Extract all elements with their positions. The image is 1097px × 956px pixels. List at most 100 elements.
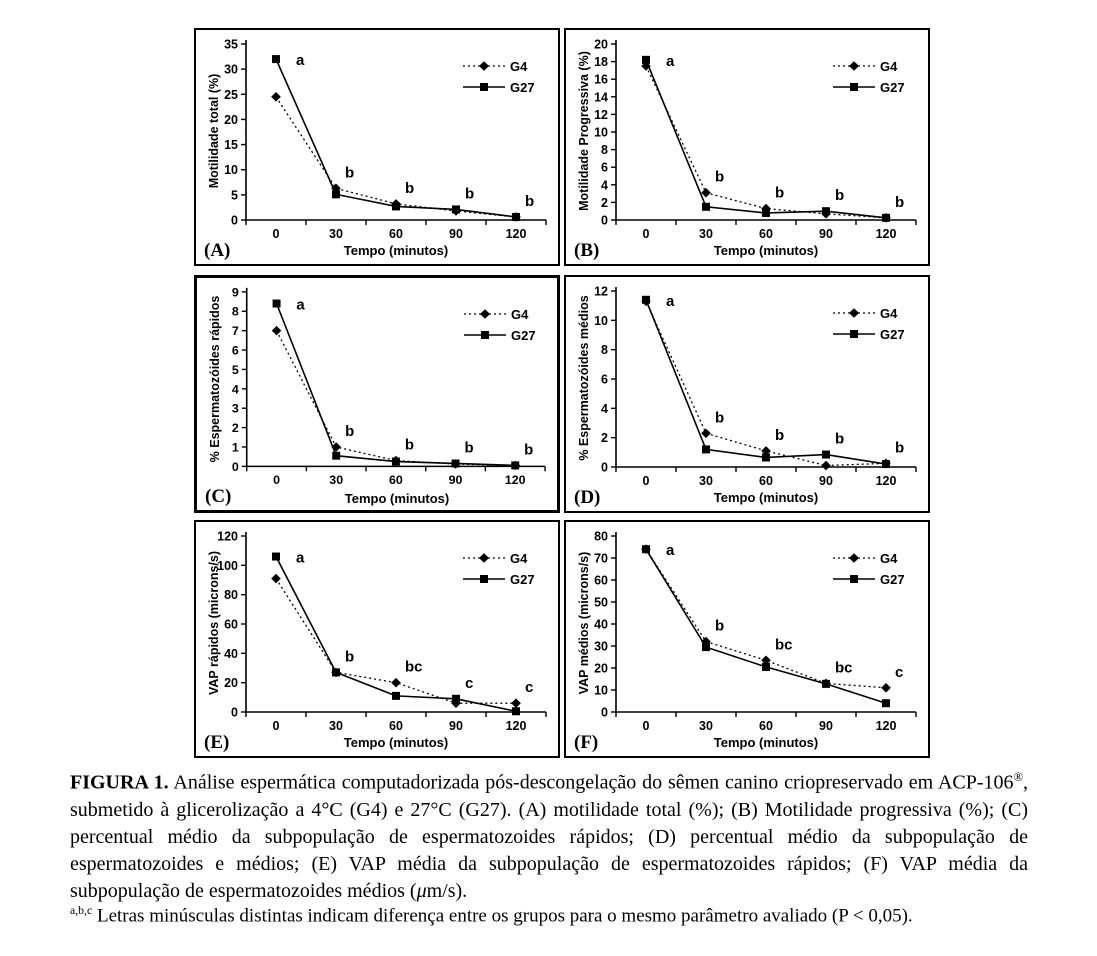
svg-text:120: 120	[505, 473, 526, 487]
legend: G4 G27	[832, 59, 905, 101]
legend-label: G4	[880, 305, 898, 321]
x-axis-label: Tempo (minutos)	[713, 243, 819, 258]
svg-text:10: 10	[224, 163, 238, 177]
dotted-diamond-key-icon	[463, 553, 505, 563]
dotted-diamond-key-icon	[833, 308, 875, 318]
legend-item-g4: G4	[832, 58, 905, 74]
svg-text:0: 0	[231, 214, 238, 228]
solid-square-key-icon	[463, 83, 505, 91]
panel-letter: (D)	[574, 487, 601, 508]
x-axis-label: Tempo (minutos)	[713, 490, 819, 505]
svg-text:c: c	[465, 675, 473, 692]
svg-text:60: 60	[594, 574, 608, 588]
panel-letter: (B)	[574, 240, 600, 261]
svg-text:35: 35	[224, 38, 238, 52]
caption-text-3: m/s).	[426, 879, 468, 902]
svg-text:90: 90	[449, 227, 463, 241]
svg-text:30: 30	[329, 719, 343, 733]
svg-text:60: 60	[389, 473, 403, 487]
svg-text:b: b	[775, 185, 784, 202]
legend-label: G27	[880, 326, 905, 342]
chart-panel-a: 0 5 10 15 20 25 30 35 0 30 60 90 120 a b b b b Motilidade…	[194, 28, 560, 266]
legend-label: G4	[880, 58, 898, 74]
svg-text:b: b	[465, 441, 474, 457]
legend-label: G4	[510, 550, 528, 566]
svg-text:120: 120	[876, 474, 897, 488]
panel-letter: (F)	[574, 732, 599, 753]
svg-text:0: 0	[643, 474, 650, 488]
svg-text:9: 9	[232, 285, 239, 299]
svg-text:90: 90	[819, 474, 833, 488]
panel-letter: (E)	[204, 732, 230, 753]
svg-text:10: 10	[594, 684, 608, 698]
solid-square-key-icon	[833, 575, 875, 583]
svg-text:b: b	[345, 424, 354, 440]
svg-text:12: 12	[594, 108, 608, 122]
legend-label: G27	[510, 79, 535, 95]
svg-text:4: 4	[601, 178, 608, 192]
svg-text:0: 0	[601, 706, 608, 720]
legend-item-g27: G27	[832, 80, 905, 95]
svg-text:b: b	[895, 439, 904, 456]
x-axis-label: Tempo (minutos)	[343, 243, 449, 258]
panel-letter: (C)	[205, 486, 232, 507]
svg-text:bc: bc	[405, 659, 423, 676]
svg-text:b: b	[835, 187, 844, 204]
svg-text:b: b	[895, 194, 904, 211]
svg-text:6: 6	[232, 344, 239, 358]
legend: G4 G27	[462, 551, 535, 593]
legend-label: G27	[511, 327, 536, 343]
legend: G4 G27	[832, 306, 905, 348]
svg-text:8: 8	[601, 143, 608, 157]
svg-text:b: b	[405, 180, 414, 197]
svg-text:30: 30	[224, 63, 238, 77]
svg-text:6: 6	[601, 373, 608, 387]
svg-text:40: 40	[594, 618, 608, 632]
svg-text:70: 70	[594, 552, 608, 566]
registered-mark: ®	[1013, 770, 1023, 784]
svg-text:0: 0	[273, 227, 280, 241]
legend: G4 G27	[462, 59, 535, 101]
svg-text:30: 30	[699, 227, 713, 241]
svg-text:20: 20	[224, 676, 238, 690]
figure-caption: FIGURA 1. Análise espermática computador…	[70, 764, 1028, 905]
svg-text:5: 5	[231, 188, 238, 202]
svg-text:120: 120	[506, 719, 527, 733]
line-plot-a: 0 5 10 15 20 25 30 35 0 30 60 90 120 a b b b b	[224, 38, 547, 241]
svg-text:7: 7	[232, 324, 239, 338]
svg-text:120: 120	[506, 227, 527, 241]
solid-square-key-icon	[464, 331, 506, 339]
chart-panel-b: 0 2 4 6 8 10 12 14 16 18 20 0 30 60 90 120 a b b b b Motilid…	[564, 28, 930, 266]
svg-text:1: 1	[232, 440, 239, 454]
chart-panel-e: 0 20 40 60 80 100 120 0 30 60 90 120 a b bc c c VAP rápi…	[194, 520, 560, 758]
svg-text:0: 0	[643, 227, 650, 241]
svg-text:a: a	[296, 550, 305, 567]
legend-label: G4	[880, 550, 898, 566]
svg-text:20: 20	[224, 113, 238, 127]
svg-text:18: 18	[594, 55, 608, 69]
svg-text:14: 14	[594, 90, 608, 104]
svg-text:0: 0	[273, 719, 280, 733]
svg-text:2: 2	[232, 421, 239, 435]
footnote-text: Letras minúsculas distintas indicam dife…	[92, 905, 913, 927]
chart-panel-f: 0 10 20 30 40 50 60 70 80 0 30 60 90 120 a b bc bc c VAP m…	[564, 520, 930, 758]
svg-text:90: 90	[449, 719, 463, 733]
svg-text:60: 60	[389, 719, 403, 733]
caption-text-2: , submetido à glicerolização a 4°C (G4) …	[70, 771, 1028, 902]
svg-text:120: 120	[876, 227, 897, 241]
y-axis-label: Motilidade total (%)	[207, 73, 221, 189]
legend-label: G27	[510, 571, 535, 587]
x-axis-label: Tempo (minutos)	[713, 735, 819, 750]
line-plot-b: 0 2 4 6 8 10 12 14 16 18 20 0 30 60 90 120 a b b b b	[594, 38, 917, 241]
svg-text:a: a	[666, 53, 675, 70]
legend-item-g4: G4	[463, 307, 536, 322]
svg-text:c: c	[895, 664, 903, 681]
legend-item-g27: G27	[463, 327, 536, 343]
svg-text:120: 120	[876, 719, 897, 733]
svg-text:60: 60	[389, 227, 403, 241]
svg-text:16: 16	[594, 73, 608, 87]
svg-text:90: 90	[819, 719, 833, 733]
